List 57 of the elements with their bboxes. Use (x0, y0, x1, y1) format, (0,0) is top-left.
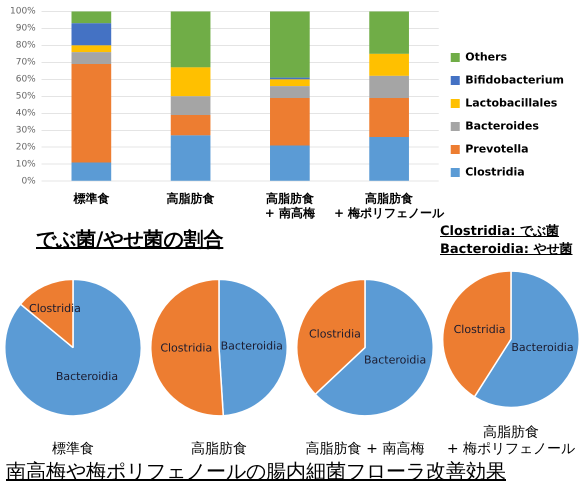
bar (72, 64, 112, 163)
legend-label: Bifidobacterium (465, 73, 564, 86)
text: 標準食 (52, 441, 94, 458)
y-tick-label: 10% (16, 160, 36, 170)
x-tick-label: 高脂肪食 (166, 192, 215, 206)
slice-label: Bacteroidia (220, 339, 283, 352)
bar (270, 98, 310, 146)
y-tick-label: 0% (21, 176, 36, 187)
text: Bacteroidia: やせ菌 (440, 241, 572, 258)
y-tick-label: 60% (16, 74, 36, 85)
text: 高脂肪食 + 梅ポリフェノール (446, 424, 576, 458)
bar (72, 11, 112, 24)
bar (72, 45, 112, 52)
bar (270, 79, 310, 86)
y-tick-label: 50% (16, 92, 36, 102)
y-tick-label: 80% (16, 40, 36, 51)
bar (369, 137, 409, 181)
slice-label: Bacteroidia (364, 353, 426, 366)
bar (170, 96, 210, 115)
bar (369, 54, 409, 76)
bar (270, 86, 310, 98)
bar (170, 114, 210, 136)
text: 高脂肪食 + 南高梅 (306, 441, 424, 458)
bar (270, 146, 310, 181)
text: 高脂肪食 (191, 441, 247, 458)
legend-label: Bacteroides (465, 119, 540, 132)
legend-label: Clostridia (465, 165, 525, 178)
y-tick-label: 20% (16, 142, 36, 153)
x-tick-label: 高脂肪食 + 梅ポリフェノール (334, 192, 446, 220)
slice-label: Clostridia (454, 322, 506, 336)
y-tick-label: 100% (10, 6, 36, 17)
y-tick-label: 30% (16, 126, 36, 136)
bar (72, 52, 112, 64)
slice-label: Bacteroidia (511, 341, 574, 354)
bar (72, 23, 112, 46)
slice-label: Clostridia (160, 341, 212, 354)
text: でぶ菌/やせ菌の割合 (36, 226, 224, 253)
bar (369, 76, 409, 98)
text: 南高梅や梅ポリフェノールの腸内細菌フローラ改善効果 (6, 458, 506, 485)
legend-label: Lactobacillales (465, 96, 558, 110)
bar (270, 11, 310, 78)
x-tick-label: 標準食 (72, 192, 110, 206)
slice-label: Clostridia (308, 327, 361, 340)
legend-label: Prevotella (465, 142, 529, 156)
bar (72, 162, 112, 181)
bar (369, 11, 409, 54)
y-tick-label: 90% (16, 24, 36, 34)
y-tick-label: 70% (16, 58, 36, 68)
y-tick-label: 40% (16, 108, 36, 119)
legend-label: Others (465, 50, 508, 64)
bar (369, 98, 409, 138)
bar (170, 11, 210, 68)
bar (170, 67, 210, 96)
slice-label: Bacteroidia (56, 370, 118, 384)
text: Clostridia: でぶ菌 (440, 223, 560, 240)
x-tick-label: 高脂肪食 + 南高梅 (264, 192, 315, 220)
bar (170, 135, 210, 181)
